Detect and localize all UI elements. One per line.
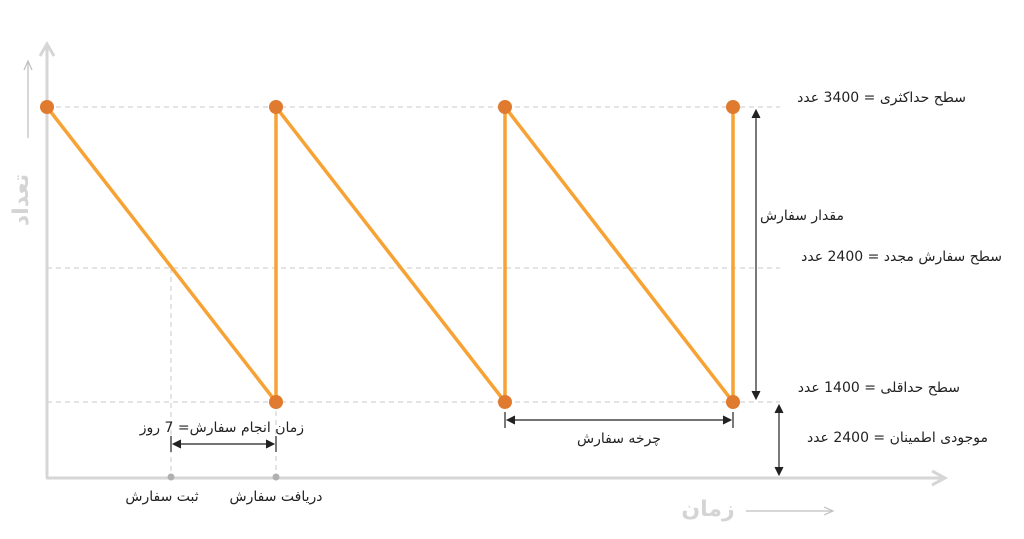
point-min-2 bbox=[498, 395, 512, 409]
safety-stock-arrowhead-top bbox=[774, 403, 784, 414]
lead-time-arrowhead-left bbox=[171, 439, 182, 449]
order-received-marker bbox=[272, 473, 280, 481]
order-cycle-label: چرخه سفارش bbox=[577, 431, 661, 447]
order-received-label: دریافت سفارش bbox=[230, 489, 323, 505]
min-level-label: سطح حداقلی = 1400 عدد bbox=[798, 380, 960, 396]
reorder-level-label: سطح سفارش مجدد = 2400 عدد bbox=[801, 249, 1002, 265]
y-axis-title: تعداد bbox=[9, 174, 34, 226]
order-placed-marker bbox=[167, 473, 175, 481]
order-quantity-arrowhead-bottom bbox=[751, 390, 761, 401]
lead-time-label: زمان انجام سفارش= 7 روز bbox=[139, 420, 304, 436]
point-max-2 bbox=[269, 100, 283, 114]
order-placed-label: ثبت سفارش bbox=[125, 489, 198, 505]
point-max-1 bbox=[40, 100, 54, 114]
x-axis-title: زمان bbox=[681, 497, 734, 522]
y-axis-arrowhead bbox=[38, 41, 56, 57]
point-max-3 bbox=[498, 100, 512, 114]
safety-stock-arrowhead-bottom bbox=[774, 466, 784, 477]
order-cycle-arrowhead-left bbox=[505, 415, 516, 425]
order-quantity-arrowhead-top bbox=[751, 108, 761, 119]
max-level-label: سطح حداکثری = 3400 عدد bbox=[797, 90, 966, 106]
y-axis-title-arrowhead bbox=[23, 59, 33, 71]
order-cycle-arrowhead-right bbox=[722, 415, 733, 425]
point-max-4 bbox=[726, 100, 740, 114]
x-axis-title-arrowhead bbox=[823, 506, 835, 516]
point-min-1 bbox=[269, 395, 283, 409]
inventory-level-line bbox=[45, 105, 735, 404]
safety-stock-label: موجودی اطمینان = 2400 عدد bbox=[807, 430, 988, 446]
point-min-3 bbox=[726, 395, 740, 409]
order-quantity-label: مقدار سفارش bbox=[760, 208, 844, 224]
x-axis-arrowhead bbox=[931, 469, 949, 487]
lead-time-arrowhead-right bbox=[265, 439, 276, 449]
